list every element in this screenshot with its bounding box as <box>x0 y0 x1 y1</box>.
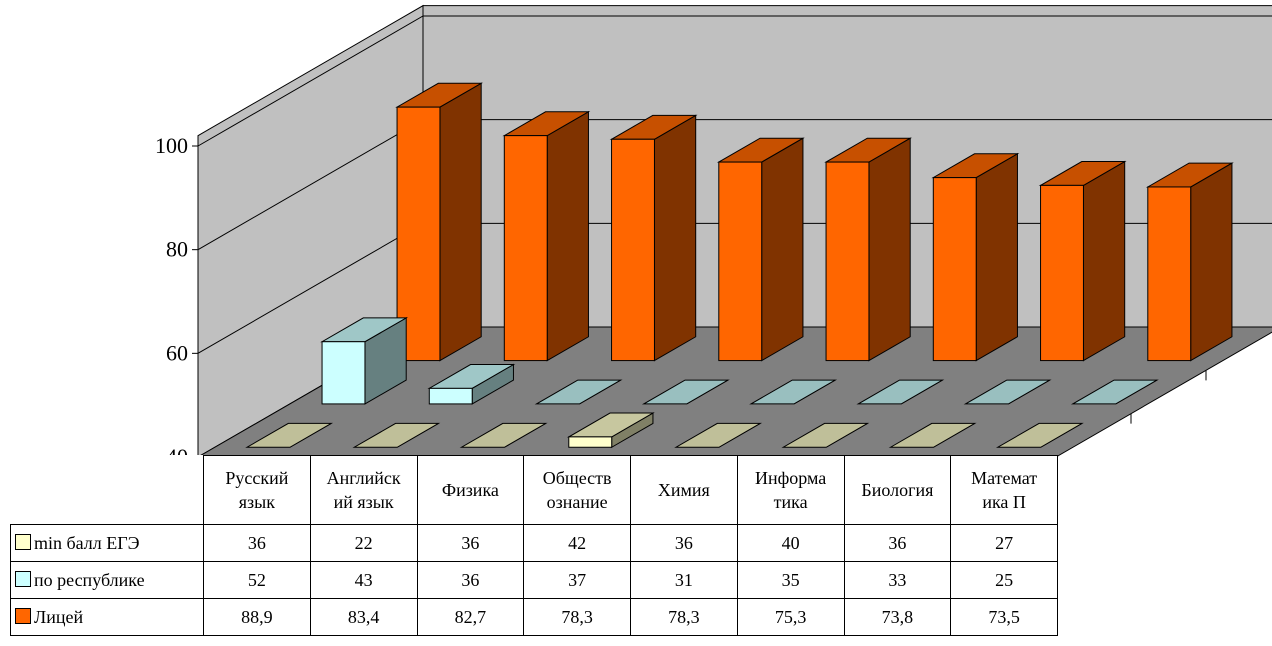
bar-1-8 <box>995 422 1084 448</box>
bars <box>245 82 1234 449</box>
table-row: по республике 52 43 36 37 31 35 33 25 <box>10 561 1058 599</box>
bar-2-8 <box>1070 379 1159 405</box>
category-label: Обществ ознание <box>523 455 631 525</box>
bar-2-1 <box>320 317 409 405</box>
table-corner <box>11 456 204 525</box>
table-cell: 31 <box>630 561 738 599</box>
bar-3-3 <box>609 114 698 362</box>
bar-1-4 <box>566 412 655 449</box>
category-label: Химия <box>630 455 738 525</box>
bar-2-3 <box>534 379 623 405</box>
category-label-line: ий язык <box>333 492 394 512</box>
category-label-line: Биология <box>861 480 934 500</box>
category-label-line: ика П <box>982 492 1026 512</box>
legend-entry: min балл ЕГЭ <box>10 524 204 562</box>
category-label-line: Химия <box>657 480 710 500</box>
bar-2-4 <box>641 379 730 405</box>
bar-1-7 <box>888 422 977 448</box>
table-cell: 37 <box>523 561 631 599</box>
data-table: Русский язык Английск ий язык Физика Обществ о… <box>10 455 1058 636</box>
category-label-line: тика <box>773 492 808 512</box>
table-cell: 43 <box>309 561 418 599</box>
table-cell: 78,3 <box>630 598 738 636</box>
table-cell: 78,3 <box>523 598 631 636</box>
table-cell: 35 <box>736 561 845 599</box>
table-cell: 27 <box>950 524 1058 562</box>
category-label: Биология <box>843 455 952 525</box>
bar-2-2 <box>427 363 516 405</box>
table-cell: 82,7 <box>416 598 525 636</box>
table-cell: 25 <box>950 561 1058 599</box>
y-tick-label: 100 <box>155 133 188 158</box>
bar-3-5 <box>824 137 913 362</box>
category-label-line: Английск <box>326 468 401 488</box>
bar-1-3 <box>459 422 548 448</box>
table-cell: 36 <box>630 524 738 562</box>
legend-swatch <box>15 570 31 587</box>
category-label: Английск ий язык <box>309 455 418 525</box>
table-cell: 40 <box>736 524 845 562</box>
table-cell: 36 <box>843 524 952 562</box>
bar-3-4 <box>716 137 805 362</box>
bar-1-2 <box>352 422 441 448</box>
bar-3-1 <box>395 82 484 362</box>
legend-entry: Лицей <box>10 598 204 636</box>
category-label-line: Математ <box>971 468 1038 488</box>
table-cell: 36 <box>203 524 311 562</box>
table-cell: 73,5 <box>950 598 1058 636</box>
legend-swatch <box>15 533 31 550</box>
category-label: Физика <box>416 455 525 525</box>
bar-3-7 <box>1038 160 1127 362</box>
bar-2-5 <box>749 379 838 405</box>
category-label-line: ознание <box>546 492 608 512</box>
table-cell: 42 <box>523 524 631 562</box>
category-label-line: язык <box>238 492 275 512</box>
bar-3-2 <box>502 110 591 362</box>
legend-entry: по республике <box>10 561 204 599</box>
bar-2-7 <box>963 379 1052 405</box>
table-row: min балл ЕГЭ 36 22 36 42 36 40 36 27 <box>10 524 1058 562</box>
table-cell: 83,4 <box>309 598 418 636</box>
y-tick-label: 80 <box>166 237 188 262</box>
table-row: Лицей 88,9 83,4 82,7 78,3 78,3 75,3 73,8 73,5 <box>10 598 1058 636</box>
table-header-row: Русский язык Английск ий язык Физика Обществ о… <box>11 455 1058 525</box>
table-cell: 33 <box>843 561 952 599</box>
legend-swatch <box>15 607 31 624</box>
table-cell: 73,8 <box>843 598 952 636</box>
category-label-line: Физика <box>441 480 499 500</box>
bar-3-6 <box>931 152 1020 362</box>
table-cell: 36 <box>416 561 525 599</box>
table-cell: 36 <box>416 524 525 562</box>
table-cell: 75,3 <box>736 598 845 636</box>
table-cell: 22 <box>309 524 418 562</box>
category-label: Русский язык <box>203 455 311 525</box>
table-cell: 52 <box>203 561 311 599</box>
bar-1-5 <box>674 422 763 448</box>
table-cell: 88,9 <box>203 598 311 636</box>
bar-1-6 <box>781 422 870 448</box>
category-label-line: Русский <box>225 468 289 488</box>
bar-2-6 <box>856 379 945 405</box>
y-tick-label: 60 <box>166 340 188 365</box>
bar-3-8 <box>1145 162 1234 362</box>
category-label-line: Обществ <box>542 468 612 488</box>
category-label-line: Информа <box>754 468 827 488</box>
series-name: Лицей <box>34 606 84 627</box>
series-name: по республике <box>34 569 145 590</box>
gridline <box>197 15 1272 147</box>
category-label: Математ ика П <box>950 455 1058 525</box>
y-axis-ticks: 406080100 <box>155 133 198 469</box>
series-name: min балл ЕГЭ <box>34 532 140 553</box>
bar-1-1 <box>245 422 334 448</box>
category-label: Информа тика <box>736 455 845 525</box>
